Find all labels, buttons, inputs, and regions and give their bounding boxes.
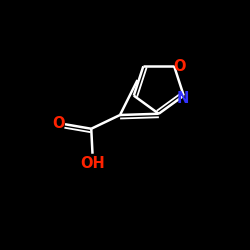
Text: O: O (174, 59, 186, 74)
Text: O: O (52, 116, 65, 130)
Text: OH: OH (80, 156, 105, 171)
Text: N: N (176, 90, 189, 106)
